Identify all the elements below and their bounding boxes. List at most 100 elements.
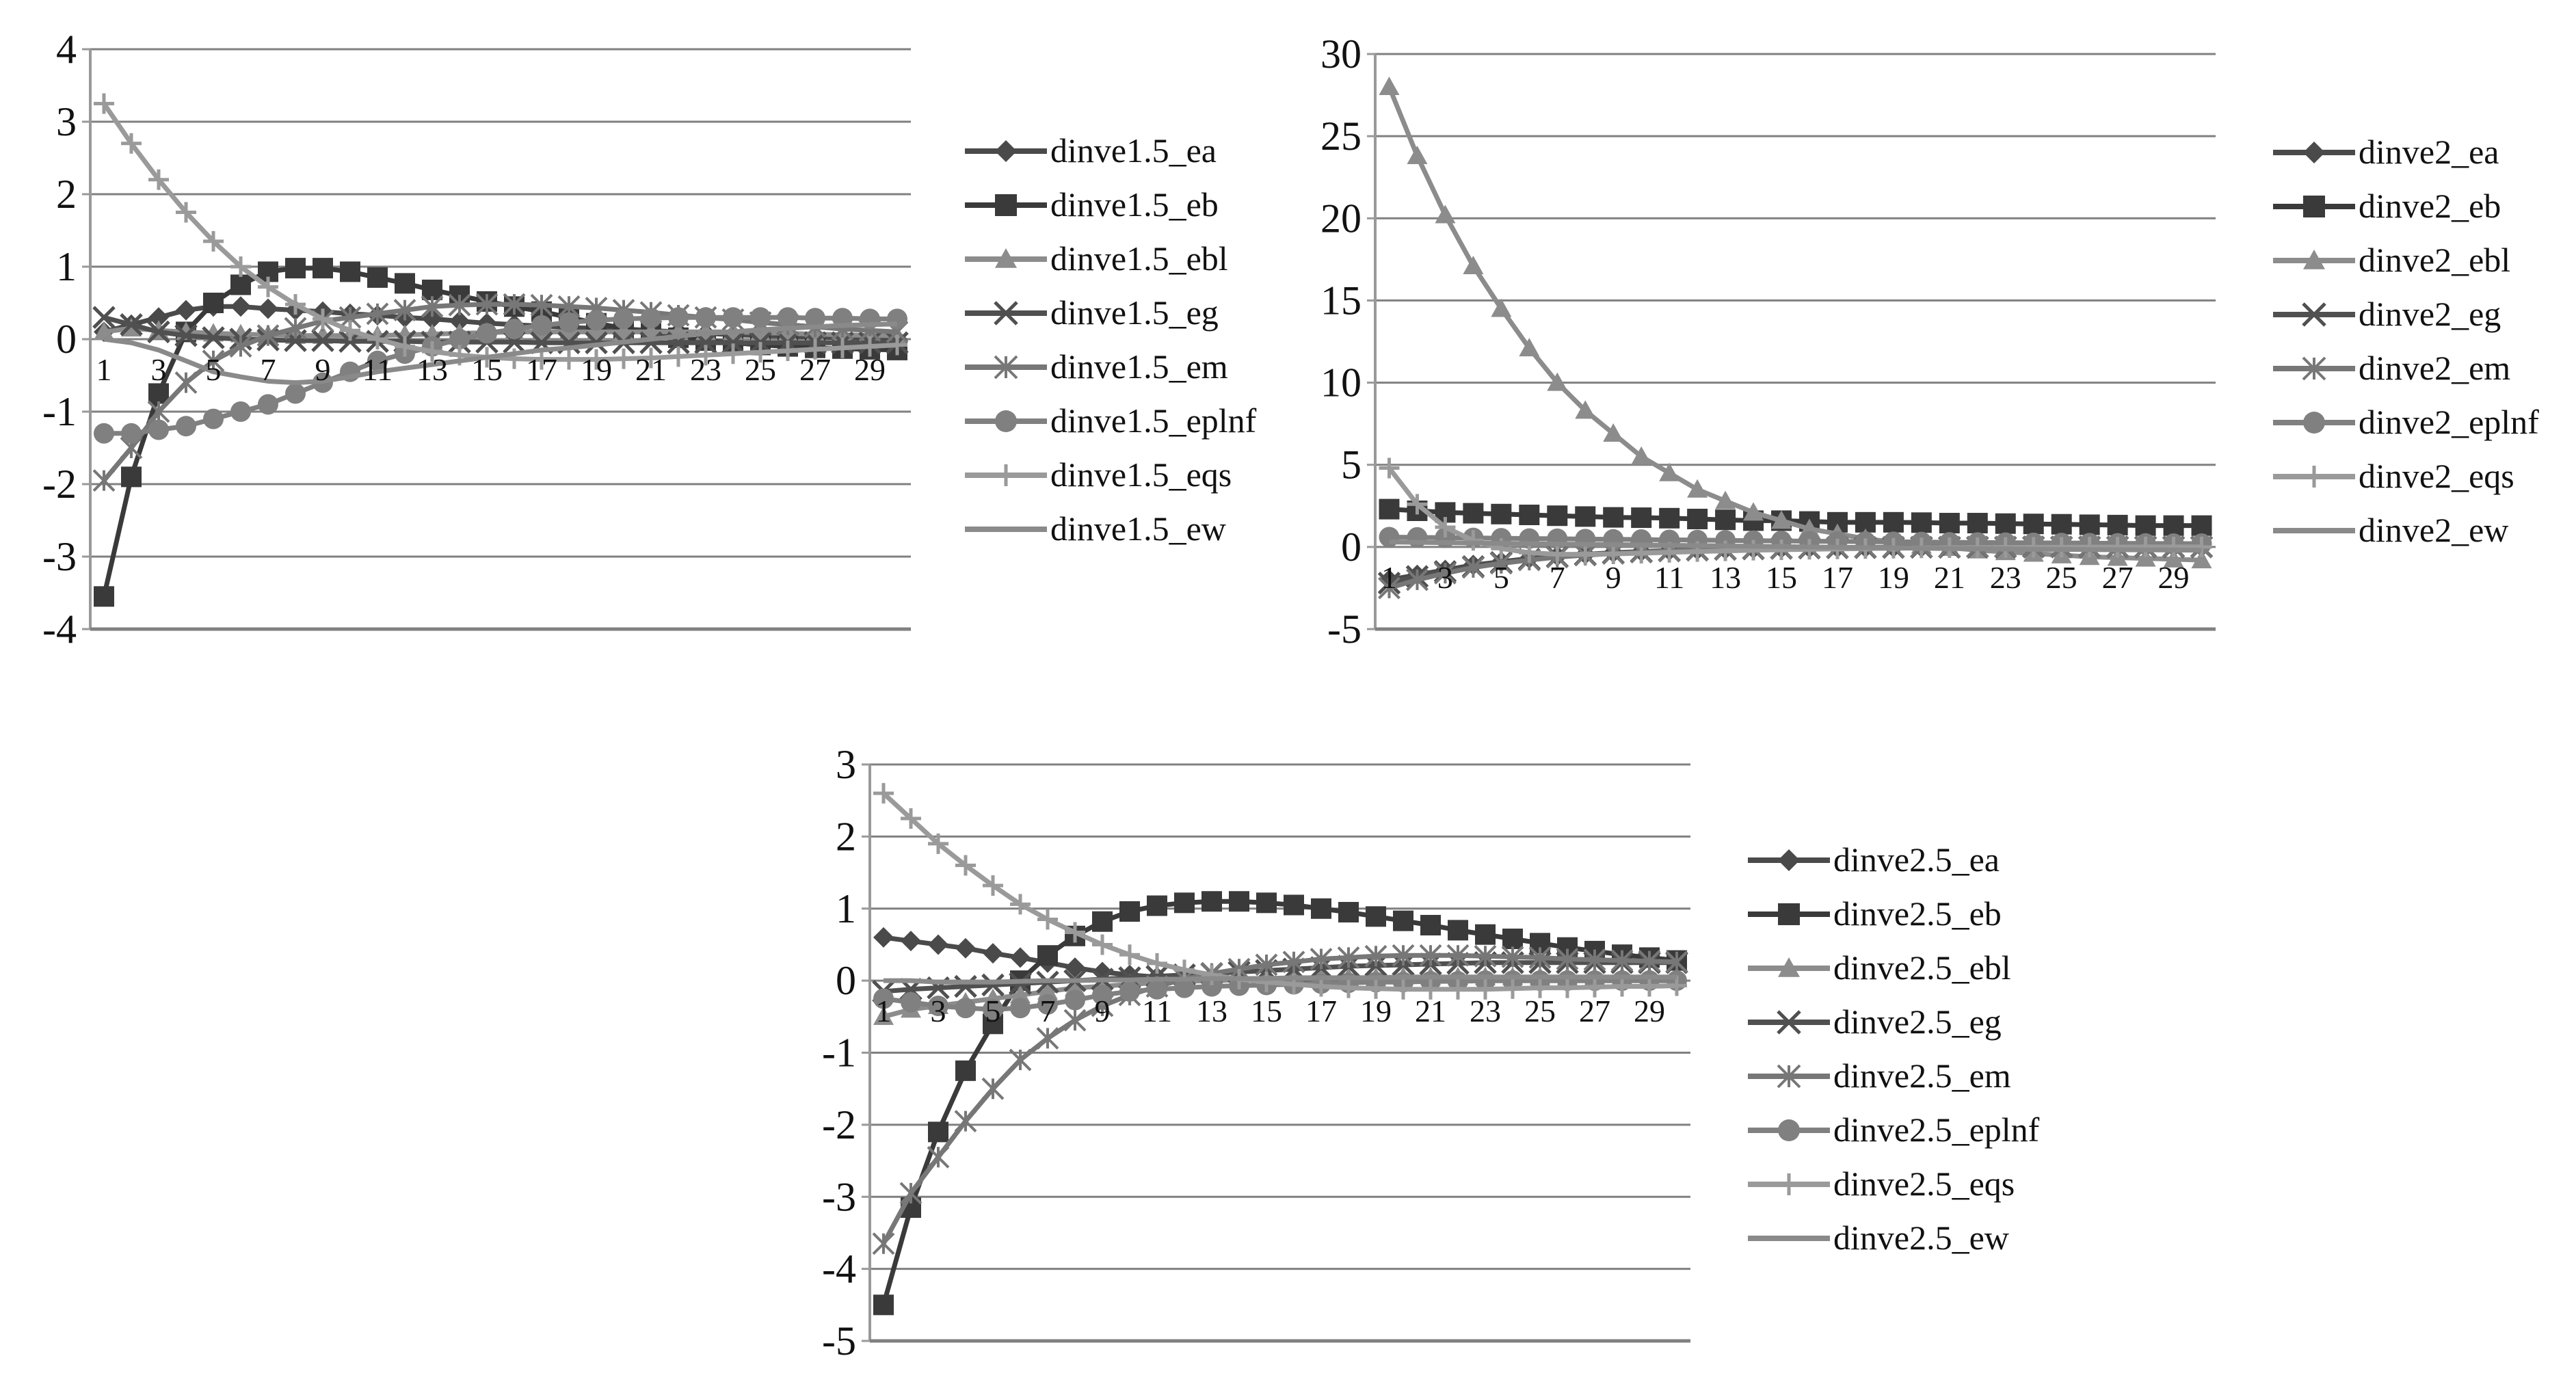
data-point-square: [2135, 515, 2156, 536]
legend-item: dinve1.5_ebl: [965, 239, 1228, 278]
data-point-square: [1967, 513, 1988, 534]
y-tick-label: -5: [822, 1318, 856, 1363]
data-point-circle: [1010, 998, 1031, 1019]
x-tick-label: 5: [206, 352, 222, 387]
x-tick-label: 19: [581, 352, 612, 387]
data-point-square: [1939, 513, 1960, 534]
data-point-asterisk: [1461, 556, 1485, 579]
data-point-x: [639, 331, 663, 355]
data-point-triangle: [1743, 502, 1764, 521]
data-point-square: [1995, 513, 2016, 534]
legend-asterisk-icon: [1777, 1064, 1801, 1089]
x-tick-label: 5: [1493, 560, 1509, 595]
data-point-plus: [1435, 517, 1456, 538]
legend-x-icon: [994, 301, 1018, 325]
legend-label: dinve2.5_eplnf: [1833, 1110, 2040, 1149]
data-point-circle: [1201, 976, 1222, 997]
data-point-plus: [2191, 536, 2212, 557]
data-point-asterisk: [1337, 946, 1360, 969]
data-point-square: [1366, 906, 1386, 927]
data-point-diamond: [148, 307, 169, 328]
data-point-triangle: [1603, 423, 1624, 442]
data-point-x: [92, 306, 116, 329]
data-point-triangle: [2135, 548, 2156, 567]
data-point-plus: [1584, 976, 1605, 998]
y-tick-label: 10: [1320, 360, 1362, 405]
y-tick-label: 3: [836, 742, 856, 787]
data-point-plus: [395, 336, 415, 357]
y-tick-label: -3: [42, 534, 77, 579]
y-tick-label: 20: [1320, 196, 1362, 241]
data-point-asterisk: [872, 1232, 895, 1255]
data-point-diamond: [449, 310, 470, 332]
data-point-asterisk: [1063, 1009, 1087, 1032]
data-point-asterisk: [1310, 948, 1333, 970]
data-point-circle: [559, 312, 579, 333]
data-point-square: [2163, 515, 2184, 536]
data-point-plus: [983, 875, 1003, 896]
legend-item: dinve2_ew: [2273, 511, 2508, 549]
data-point-plus: [313, 308, 333, 330]
data-point-diamond: [928, 934, 948, 955]
data-point-x: [954, 974, 977, 998]
data-point-circle: [477, 323, 497, 344]
data-point-circle: [148, 419, 169, 440]
data-point-plus: [860, 336, 880, 357]
data-point-triangle: [1631, 446, 1652, 465]
legend-item: dinve2_eplnf: [2273, 403, 2539, 441]
data-point-circle: [805, 308, 825, 329]
x-tick-label: 9: [1606, 560, 1621, 595]
data-point-triangle: [1575, 400, 1596, 419]
data-point-plus: [531, 349, 552, 370]
data-point-circle: [1092, 985, 1113, 1006]
data-point-asterisk: [1638, 950, 1661, 973]
data-point-asterisk: [174, 371, 198, 395]
legend-label: dinve2_eplnf: [2359, 403, 2539, 441]
data-point-triangle: [1379, 77, 1400, 96]
data-point-square: [2079, 514, 2100, 535]
y-tick-label: 1: [56, 244, 77, 289]
legend-triangle-icon: [1778, 957, 1800, 977]
data-point-asterisk: [421, 295, 444, 318]
data-point-asterisk: [366, 302, 389, 325]
x-tick-label: 21: [1934, 560, 1965, 595]
legend-square-icon: [995, 194, 1017, 216]
data-point-triangle: [94, 321, 114, 341]
legend-label: dinve2.5_em: [1833, 1056, 2011, 1095]
x-tick-label: 7: [1550, 560, 1565, 595]
data-point-square: [1575, 506, 1596, 527]
legend-square-icon: [2303, 196, 2325, 217]
data-point-circle: [695, 307, 716, 328]
data-point-square: [928, 1121, 948, 1143]
legend-label: dinve2_ew: [2359, 511, 2508, 549]
legend-label: dinve1.5_eplnf: [1050, 401, 1257, 440]
data-point-circle: [873, 988, 894, 1009]
legend-label: dinve2.5_ew: [1833, 1219, 2009, 1257]
data-point-square: [1502, 929, 1523, 950]
data-point-circle: [1037, 994, 1058, 1015]
data-point-square: [1284, 894, 1304, 916]
data-point-triangle: [1519, 338, 1540, 357]
data-point-asterisk: [256, 324, 280, 347]
y-tick-label: -1: [42, 389, 77, 434]
data-point-square: [1393, 910, 1413, 931]
data-point-plus: [887, 334, 907, 356]
x-tick-label: 7: [261, 352, 276, 387]
series-dinve1.5_ew: [103, 321, 898, 386]
data-point-plus: [586, 349, 607, 370]
data-point-plus: [422, 341, 442, 362]
data-point-square: [1201, 891, 1222, 912]
data-point-asterisk: [1282, 950, 1305, 974]
data-point-asterisk: [1406, 568, 1429, 591]
series-dinve2_ebl: [1379, 77, 2212, 569]
legend-item: dinve2.5_ebl: [1748, 948, 2011, 987]
data-point-square: [1475, 924, 1496, 945]
legend-label: dinve1.5_eg: [1050, 293, 1219, 332]
data-point-asterisk: [229, 335, 252, 358]
data-point-diamond: [955, 937, 976, 959]
data-point-circle: [750, 307, 771, 328]
legend-item: dinve1.5_eqs: [965, 455, 1232, 494]
data-point-plus: [1092, 934, 1113, 955]
data-point-plus: [203, 230, 224, 252]
data-point-plus: [340, 320, 360, 341]
